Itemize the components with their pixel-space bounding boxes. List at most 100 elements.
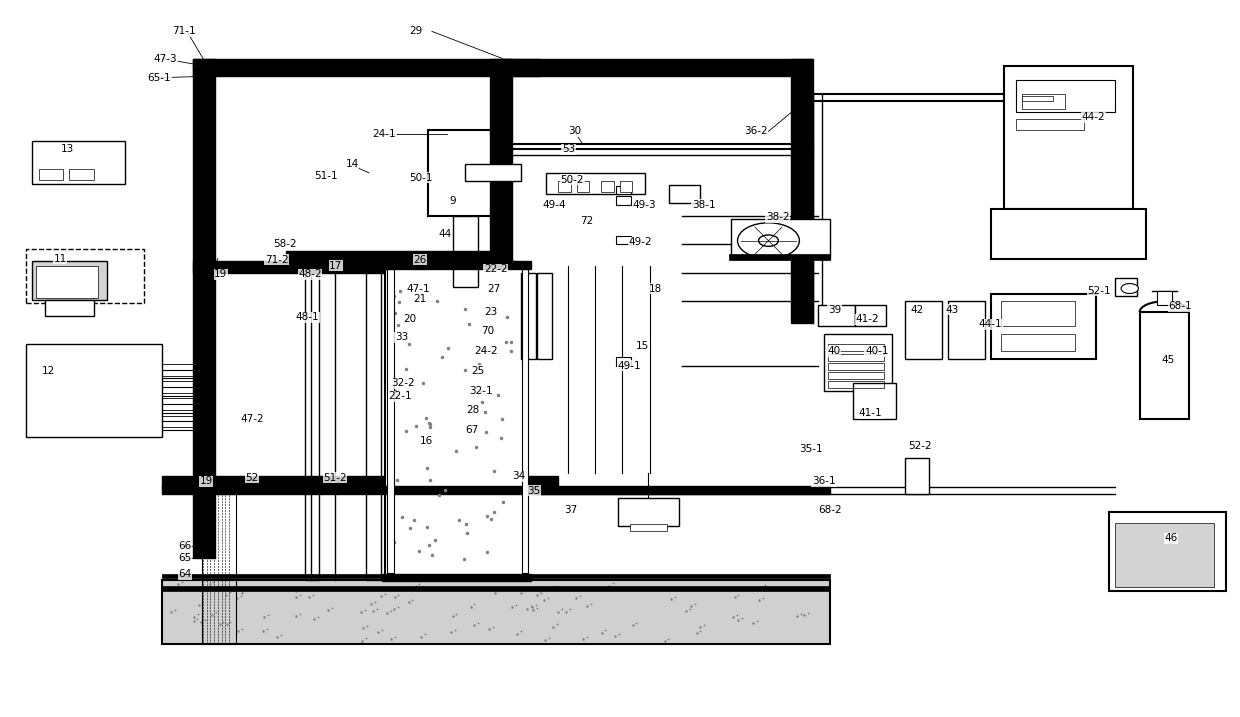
Text: 29: 29 bbox=[409, 27, 423, 37]
Bar bbox=[162, 587, 831, 591]
Text: 49-1: 49-1 bbox=[618, 361, 641, 371]
Text: 24-1: 24-1 bbox=[372, 128, 397, 138]
Text: 12: 12 bbox=[42, 366, 56, 376]
Bar bbox=[45, 300, 94, 315]
Text: 18: 18 bbox=[649, 283, 662, 293]
Text: 40-1: 40-1 bbox=[866, 346, 889, 356]
Text: 33: 33 bbox=[394, 332, 408, 342]
Bar bbox=[387, 269, 393, 573]
Text: 51-2: 51-2 bbox=[324, 473, 347, 483]
Bar bbox=[193, 59, 539, 77]
Bar bbox=[601, 181, 614, 192]
Text: 22-1: 22-1 bbox=[388, 391, 412, 402]
Text: 13: 13 bbox=[61, 144, 74, 154]
Text: 65: 65 bbox=[179, 554, 191, 564]
Bar bbox=[818, 305, 856, 326]
Bar bbox=[1140, 312, 1189, 419]
Bar bbox=[670, 185, 701, 203]
Bar bbox=[202, 494, 237, 644]
Text: 42: 42 bbox=[910, 305, 924, 315]
Text: 27: 27 bbox=[487, 283, 501, 293]
Text: 71-2: 71-2 bbox=[265, 255, 289, 265]
Text: 66: 66 bbox=[179, 541, 191, 551]
Text: 44-1: 44-1 bbox=[978, 319, 1002, 329]
Text: 49-2: 49-2 bbox=[629, 237, 652, 247]
Text: 11: 11 bbox=[53, 254, 67, 264]
Text: 32-1: 32-1 bbox=[469, 386, 492, 396]
Text: 58-2: 58-2 bbox=[274, 239, 298, 250]
Text: 44: 44 bbox=[438, 229, 451, 239]
Bar bbox=[428, 130, 502, 216]
Bar bbox=[502, 59, 812, 77]
Text: 71-1: 71-1 bbox=[172, 27, 196, 37]
Bar bbox=[616, 196, 631, 205]
Text: 28: 28 bbox=[466, 405, 480, 415]
Bar bbox=[162, 580, 831, 644]
Text: 41-1: 41-1 bbox=[859, 409, 883, 419]
Bar bbox=[991, 294, 1096, 358]
Text: 52: 52 bbox=[246, 473, 258, 483]
Bar bbox=[1157, 290, 1172, 305]
Bar bbox=[546, 173, 645, 194]
Bar bbox=[32, 261, 107, 300]
Text: 50-2: 50-2 bbox=[560, 175, 584, 185]
Text: 21: 21 bbox=[413, 294, 427, 304]
Text: 49-4: 49-4 bbox=[542, 200, 565, 210]
Bar bbox=[286, 252, 508, 260]
Bar bbox=[1109, 512, 1226, 591]
Text: 47-2: 47-2 bbox=[241, 414, 264, 424]
Text: 36-1: 36-1 bbox=[812, 476, 836, 486]
Bar bbox=[32, 141, 125, 184]
Text: 43: 43 bbox=[945, 305, 959, 315]
Bar bbox=[36, 266, 98, 298]
Bar bbox=[856, 305, 887, 326]
Text: 47-3: 47-3 bbox=[154, 54, 177, 64]
Bar bbox=[1022, 95, 1053, 101]
Bar bbox=[465, 163, 521, 181]
Bar bbox=[382, 574, 531, 581]
Bar bbox=[828, 353, 884, 361]
Text: 15: 15 bbox=[636, 341, 650, 351]
Text: 41-2: 41-2 bbox=[856, 314, 879, 324]
Bar bbox=[382, 261, 531, 269]
Text: 68-2: 68-2 bbox=[818, 505, 842, 515]
Bar bbox=[947, 301, 985, 358]
Text: 37: 37 bbox=[564, 505, 578, 515]
Text: 20: 20 bbox=[403, 314, 417, 324]
Text: 50-1: 50-1 bbox=[409, 173, 433, 183]
Bar bbox=[1115, 277, 1137, 295]
Text: 14: 14 bbox=[345, 158, 358, 168]
Bar bbox=[620, 181, 632, 192]
Bar bbox=[904, 458, 929, 494]
Text: 30: 30 bbox=[568, 126, 582, 136]
Text: 44-2: 44-2 bbox=[1081, 112, 1105, 122]
Text: 38-2: 38-2 bbox=[766, 212, 790, 222]
Text: 48-1: 48-1 bbox=[296, 312, 320, 322]
Text: 68-1: 68-1 bbox=[1168, 301, 1192, 311]
Text: 72: 72 bbox=[580, 216, 594, 226]
Circle shape bbox=[1121, 283, 1138, 293]
Text: 17: 17 bbox=[330, 261, 342, 270]
Bar bbox=[193, 59, 216, 559]
Bar bbox=[26, 250, 144, 303]
Text: 45: 45 bbox=[1162, 355, 1176, 365]
Text: 19: 19 bbox=[215, 269, 227, 279]
Text: 32-2: 32-2 bbox=[391, 379, 414, 389]
Text: 49-3: 49-3 bbox=[632, 200, 656, 210]
Text: 47-1: 47-1 bbox=[405, 283, 429, 293]
Bar bbox=[162, 475, 558, 488]
Text: 46: 46 bbox=[1164, 533, 1178, 543]
Bar bbox=[828, 372, 884, 379]
Bar bbox=[38, 169, 63, 180]
Bar bbox=[618, 498, 680, 526]
Text: 67: 67 bbox=[465, 425, 479, 435]
Text: 25: 25 bbox=[471, 366, 485, 376]
Bar bbox=[853, 384, 897, 419]
Bar bbox=[616, 236, 631, 244]
Text: 39: 39 bbox=[828, 305, 841, 315]
Bar bbox=[193, 262, 515, 272]
Bar bbox=[1003, 66, 1133, 209]
Circle shape bbox=[759, 235, 779, 247]
Bar bbox=[305, 266, 320, 580]
Bar bbox=[453, 216, 477, 287]
